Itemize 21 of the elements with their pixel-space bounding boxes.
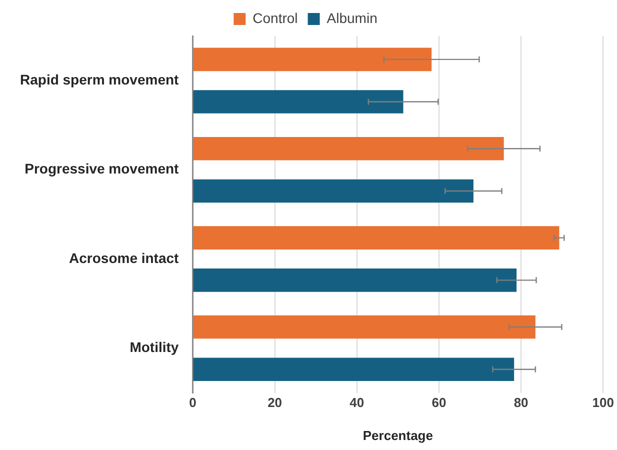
bar bbox=[193, 48, 432, 72]
x-tick-label: 80 bbox=[514, 395, 528, 410]
x-tick-label: 0 bbox=[189, 395, 196, 410]
x-tick-label: 20 bbox=[268, 395, 282, 410]
x-tick-label: 100 bbox=[592, 395, 614, 410]
legend-label: Control bbox=[252, 10, 298, 26]
x-tick-label: 60 bbox=[432, 395, 446, 410]
bar bbox=[193, 90, 404, 114]
y-tick-label: Progressive movement bbox=[24, 160, 180, 177]
bar bbox=[193, 136, 504, 160]
x-tick-label: 40 bbox=[350, 395, 364, 410]
bar bbox=[193, 268, 517, 292]
y-tick-label: Motility bbox=[130, 339, 179, 356]
bar bbox=[193, 315, 536, 339]
legend-label: Albumin bbox=[326, 10, 378, 26]
bar bbox=[193, 358, 514, 382]
bar bbox=[193, 226, 560, 250]
y-tick-label: Acrosome intact bbox=[69, 250, 180, 266]
bar bbox=[193, 179, 474, 203]
x-axis-title: Percentage bbox=[362, 428, 433, 443]
y-tick-label: Rapid sperm movement bbox=[20, 71, 180, 88]
